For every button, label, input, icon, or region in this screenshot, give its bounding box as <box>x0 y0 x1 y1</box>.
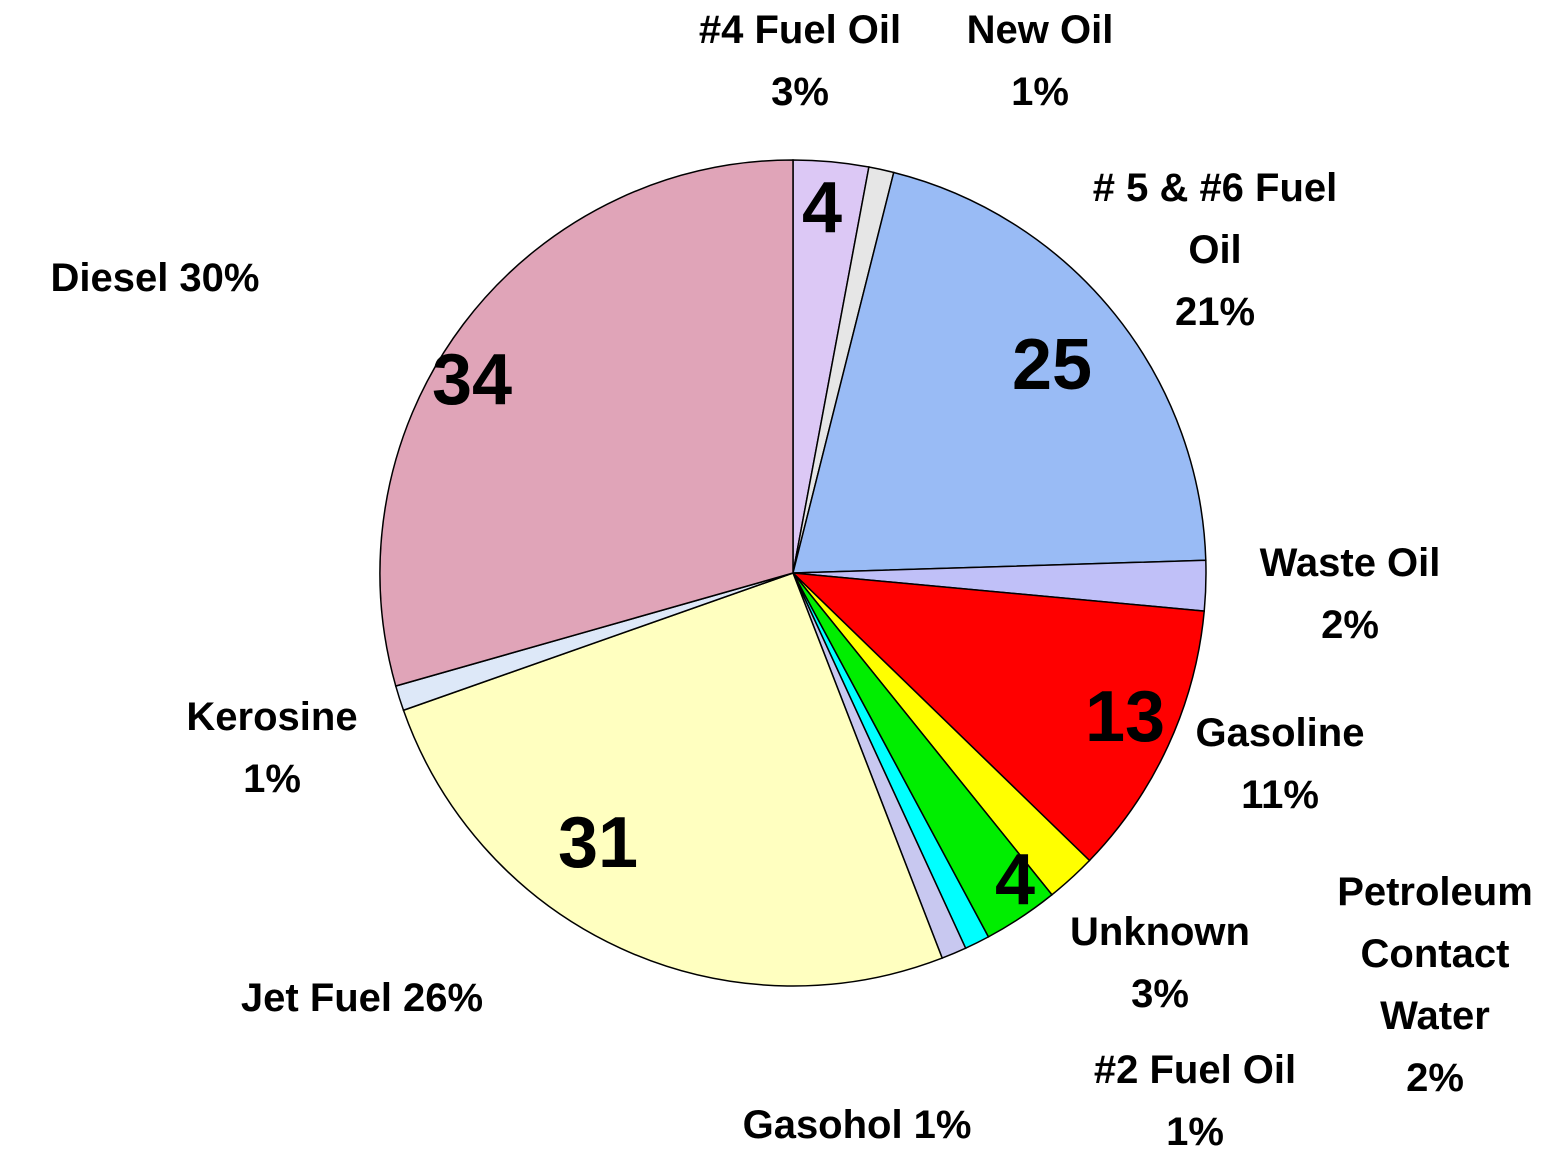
category-name: Waste Oil <box>1259 541 1441 585</box>
slice-label: Unknown 3% <box>1030 901 1290 1025</box>
slice-label: # 5 & #6 Fuel Oil 21% <box>1065 157 1365 343</box>
category-name: #4 Fuel Oil <box>698 8 902 52</box>
percent-label: 2% <box>1321 603 1379 647</box>
slice-label: Jet Fuel 26% <box>241 967 483 1029</box>
percent-label: 30% <box>179 256 260 300</box>
category-name: Gasohol <box>742 1103 903 1147</box>
percent-label: 11% <box>1241 773 1319 817</box>
percent-label: 1% <box>1011 70 1069 114</box>
percent-label: 21% <box>1174 290 1256 334</box>
slice-label: Gasoline 11% <box>1160 702 1400 826</box>
percent-label: 3% <box>1131 972 1189 1016</box>
category-name: New Oil <box>966 8 1114 52</box>
pie-slice <box>402 572 944 987</box>
category-name: Gasoline <box>1195 711 1365 755</box>
slice-count: 4 <box>802 168 842 248</box>
category-name: Petroleum Contact Water <box>1337 870 1533 1038</box>
slice-label: Petroleum Contact Water 2% <box>1315 861 1555 1109</box>
category-name: Kerosine <box>186 695 358 739</box>
slice-label: Diesel 30% <box>51 247 260 309</box>
pie-slice <box>379 159 794 687</box>
pie-slice <box>792 171 1207 574</box>
percent-label: 1% <box>913 1103 972 1147</box>
category-name: Unknown <box>1070 910 1250 954</box>
slice-label: Kerosine 1% <box>152 686 392 810</box>
slice-label: Gasohol 1% <box>743 1094 972 1149</box>
slice-count: 34 <box>432 340 512 420</box>
slice-label: Waste Oil 2% <box>1220 532 1480 656</box>
pie-slice <box>790 572 1206 862</box>
category-name: Jet Fuel <box>240 976 393 1020</box>
slice-count: 4 <box>995 840 1035 920</box>
slice-count: 25 <box>1012 325 1092 405</box>
slice-count: 13 <box>1085 677 1165 757</box>
percent-label: 1% <box>243 757 301 801</box>
percent-label: 26% <box>403 976 484 1020</box>
slice-label: #4 Fuel Oil 3% <box>670 0 930 123</box>
slice-count: 31 <box>558 803 638 883</box>
slice-label: New Oil 1% <box>930 0 1150 123</box>
percent-label: 3% <box>771 70 829 114</box>
slice-label: #2 Fuel Oil 1% <box>1065 1039 1325 1149</box>
category-name: Diesel <box>50 256 169 300</box>
category-name: # 5 & #6 Fuel Oil <box>1092 166 1338 272</box>
percent-label: 1% <box>1166 1110 1224 1149</box>
percent-label: 2% <box>1406 1056 1464 1100</box>
category-name: #2 Fuel Oil <box>1093 1048 1297 1092</box>
